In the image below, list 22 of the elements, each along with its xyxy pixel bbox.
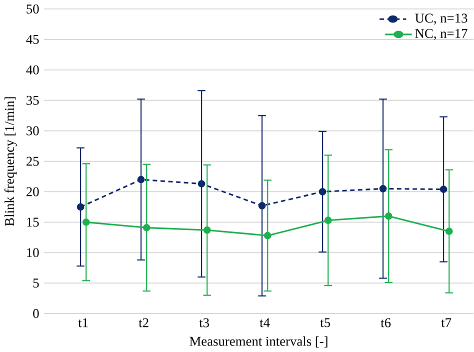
x-tick-label: t2 xyxy=(138,318,148,328)
x-tick-label: t3 xyxy=(199,318,210,328)
y-tick-label: 15 xyxy=(27,218,39,227)
y-tick-label: 45 xyxy=(26,34,39,44)
y-tick-label: 40 xyxy=(26,65,39,74)
x-tick-label: t6 xyxy=(380,318,391,328)
x-tick-label: t7 xyxy=(441,318,452,328)
y-tick-label: 10 xyxy=(27,248,39,258)
y-tick-label: 35 xyxy=(26,96,39,105)
y-tick-label: 5 xyxy=(33,278,39,288)
x-tick-label: t4 xyxy=(260,318,270,328)
y-axis-title: Blink frequency [1/min] xyxy=(4,97,17,226)
x-tick-label: t1 xyxy=(78,318,88,328)
y-tick-label: 30 xyxy=(26,126,39,136)
x-axis-title: Measurement intervals [-] xyxy=(190,336,328,348)
x-tick-label: t5 xyxy=(320,318,330,328)
legend-label: UC, n=13 xyxy=(415,14,468,25)
y-tick-label: 20 xyxy=(26,187,39,196)
y-tick-label: 50 xyxy=(26,4,39,14)
y-tick-label: 25 xyxy=(26,156,39,166)
legend-label: NC, n=17 xyxy=(415,29,468,40)
y-tick-label: 0 xyxy=(33,309,39,318)
